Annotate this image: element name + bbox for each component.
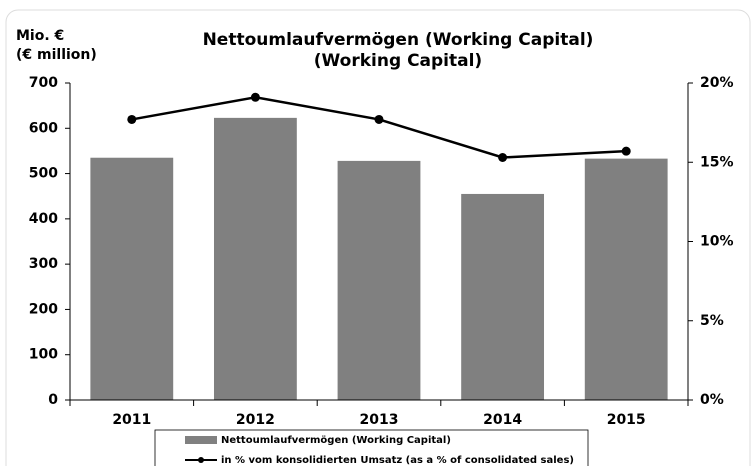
line-point [127, 114, 137, 124]
chart-title: Nettoumlaufvermögen (Working Capital) [203, 30, 594, 50]
y-tick-label: 300 [29, 256, 58, 272]
bar [337, 160, 421, 400]
bar [213, 117, 297, 401]
y2-tick-label: 20% [700, 75, 734, 91]
bar [90, 157, 174, 400]
y2-tick-label: 15% [700, 154, 734, 170]
line-point [498, 152, 508, 162]
line-point [621, 146, 631, 156]
line-point [374, 114, 384, 124]
x-tick-label: 2011 [112, 412, 151, 428]
y-tick-label: 500 [29, 166, 58, 182]
line-point [250, 92, 260, 102]
legend-label: in % vom konsolidierten Umsatz (as a % o… [221, 455, 574, 466]
y2-tick-label: 0% [700, 392, 724, 408]
y-tick-label: 200 [29, 301, 58, 317]
y-tick-label: 400 [29, 211, 58, 227]
x-tick-label: 2015 [607, 412, 646, 428]
legend-box [154, 429, 589, 466]
x-tick-label: 2012 [236, 412, 275, 428]
y-tick-label: 0 [48, 392, 58, 408]
chart-subtitle: (Working Capital) [314, 51, 482, 71]
y-axis-label: (€ million) [16, 47, 97, 63]
y2-tick-label: 10% [700, 234, 734, 250]
y2-tick-label: 5% [700, 313, 724, 329]
legend-swatch [198, 457, 204, 463]
x-tick-label: 2013 [360, 412, 399, 428]
y-tick-label: 600 [29, 120, 58, 136]
x-tick-label: 2014 [483, 412, 522, 428]
y-tick-label: 100 [29, 347, 58, 363]
bar [584, 158, 668, 400]
bar [461, 193, 545, 400]
y-tick-label: 700 [29, 75, 58, 91]
legend-swatch [185, 436, 217, 444]
legend-label: Nettoumlaufvermögen (Working Capital) [221, 435, 451, 446]
y-axis-label: Mio. € [16, 28, 64, 44]
